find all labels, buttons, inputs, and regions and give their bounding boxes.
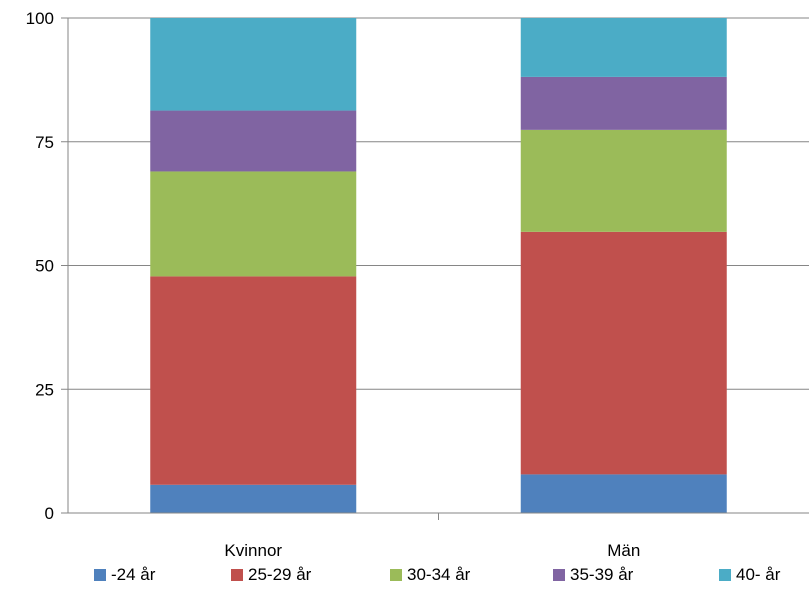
bar-segment — [150, 18, 357, 111]
legend-item: 40- år — [719, 560, 780, 590]
legend-swatch — [553, 569, 565, 581]
bar-segment — [520, 18, 727, 77]
legend-label: -24 år — [111, 565, 156, 584]
bar-segment — [520, 76, 727, 130]
bar-segment — [520, 474, 727, 513]
x-category-labels: Kvinnor Män — [224, 541, 640, 560]
legend: -24 år 25-29 år 30-34 år 35-39 år 40- år — [0, 560, 809, 590]
legend-swatch — [231, 569, 243, 581]
legend-swatch — [719, 569, 731, 581]
y-tick-labels: 0 25 50 75 100 — [26, 9, 54, 523]
legend-label: 25-29 år — [248, 565, 312, 584]
legend-swatch — [94, 569, 106, 581]
y-tick-label: 100 — [26, 9, 54, 28]
x-category-label: Män — [607, 541, 640, 560]
bar-segment — [150, 484, 357, 513]
bar-segment — [150, 171, 357, 277]
x-category-label: Kvinnor — [224, 541, 282, 560]
legend-swatch — [390, 569, 402, 581]
bar-segment — [150, 276, 357, 485]
legend-label: 30-34 år — [407, 565, 471, 584]
legend-item: 30-34 år — [390, 560, 470, 590]
y-tick-label: 0 — [45, 504, 54, 523]
bar-segment — [150, 110, 357, 172]
legend-label: 35-39 år — [570, 565, 634, 584]
bar-segment — [520, 129, 727, 232]
legend-item: 25-29 år — [231, 560, 311, 590]
bars — [150, 18, 727, 513]
y-tick-label: 25 — [35, 380, 54, 399]
legend-label: 40- år — [736, 565, 781, 584]
bar-segment — [520, 231, 727, 475]
legend-item: 35-39 år — [553, 560, 633, 590]
y-tick-label: 50 — [35, 257, 54, 276]
y-tick-label: 75 — [35, 133, 54, 152]
legend-item: -24 år — [94, 560, 155, 590]
axes — [67, 18, 809, 520]
